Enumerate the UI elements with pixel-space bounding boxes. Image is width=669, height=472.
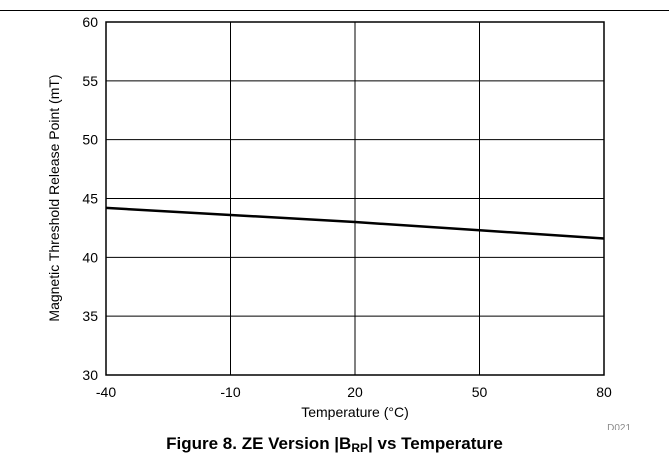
y-axis-title: Magnetic Threshold Release Point (mT) <box>46 74 62 321</box>
x-tick-label: -40 <box>96 384 116 400</box>
y-tick-label: 35 <box>82 308 98 324</box>
top-rule <box>0 10 669 11</box>
figure-id: D021 <box>607 423 631 430</box>
y-tick-labels: 30 35 40 45 50 55 60 <box>82 14 98 383</box>
y-tick-label: 45 <box>82 191 98 207</box>
series-line-0 <box>105 206 605 240</box>
caption-suffix: | vs Temperature <box>368 434 503 453</box>
x-tick-label: 50 <box>472 384 488 400</box>
y-tick-label: 55 <box>82 73 98 89</box>
x-tick-label: 20 <box>347 384 363 400</box>
y-tick-label: 30 <box>82 367 98 383</box>
plot-frame <box>105 21 605 376</box>
series-layer <box>105 206 605 240</box>
x-tick-labels: -40 -10 20 50 80 <box>96 384 612 400</box>
y-tick-label: 60 <box>82 14 98 30</box>
caption-prefix: Figure 8. ZE Version |B <box>166 434 352 453</box>
grid-lines <box>106 22 604 375</box>
caption-subscript: RP <box>351 441 369 455</box>
y-tick-label: 40 <box>82 249 98 265</box>
x-tick-label: 80 <box>596 384 612 400</box>
figure-caption: Figure 8. ZE Version |BRP| vs Temperatur… <box>0 434 669 455</box>
y-tick-label: 50 <box>82 132 98 148</box>
line-chart: -40 -10 20 50 80 30 35 40 45 50 55 60 Temperature … <box>46 14 631 430</box>
x-tick-label: -10 <box>220 384 240 400</box>
x-axis-title: Temperature (°C) <box>301 404 409 420</box>
